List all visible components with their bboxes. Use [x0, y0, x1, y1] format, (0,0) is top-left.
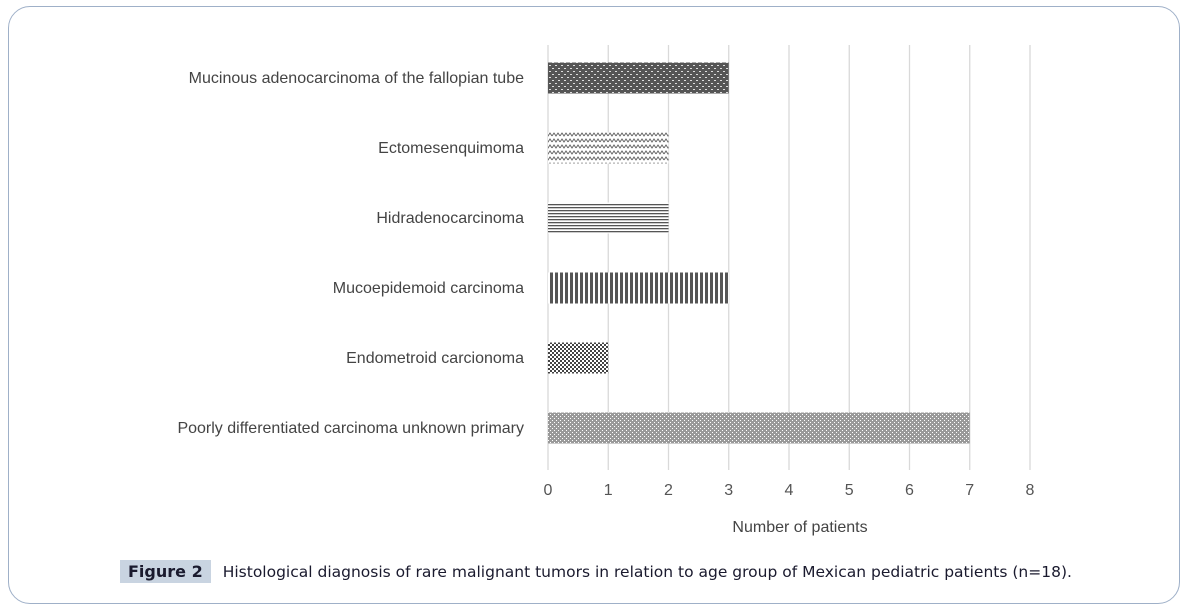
x-axis-title: Number of patients: [732, 519, 867, 536]
x-tick-label: 8: [1026, 482, 1035, 499]
x-tick-label: 7: [965, 482, 974, 499]
x-tick-label: 6: [905, 482, 914, 499]
x-tick-label: 5: [845, 482, 854, 499]
bar: [548, 62, 729, 94]
category-label: Ectomesenquimoma: [378, 140, 524, 157]
x-tick-label: 0: [544, 482, 553, 499]
bar: [548, 202, 669, 234]
category-label: Mucoepidemoid carcinoma: [333, 280, 524, 297]
caption-text: Histological diagnosis of rare malignant…: [222, 562, 1072, 581]
category-label: Mucinous adenocarcinoma of the fallopian…: [189, 70, 524, 87]
bar: [548, 272, 729, 304]
bar: [548, 342, 609, 374]
category-label: Hidradenocarcinoma: [376, 210, 524, 227]
figure-caption: Figure 2 Histological diagnosis of rare …: [120, 560, 1072, 583]
x-tick-label: 4: [785, 482, 794, 499]
bar: [548, 132, 669, 164]
x-tick-label: 2: [664, 482, 673, 499]
bar: [548, 412, 970, 444]
figure-frame: [8, 6, 1180, 604]
figure-label: Figure 2: [120, 560, 211, 583]
x-tick-label: 1: [604, 482, 613, 499]
x-tick-label: 3: [724, 482, 733, 499]
category-label: Poorly differentiated carcinoma unknown …: [177, 420, 524, 437]
category-label: Endometroid carcionoma: [346, 350, 524, 367]
